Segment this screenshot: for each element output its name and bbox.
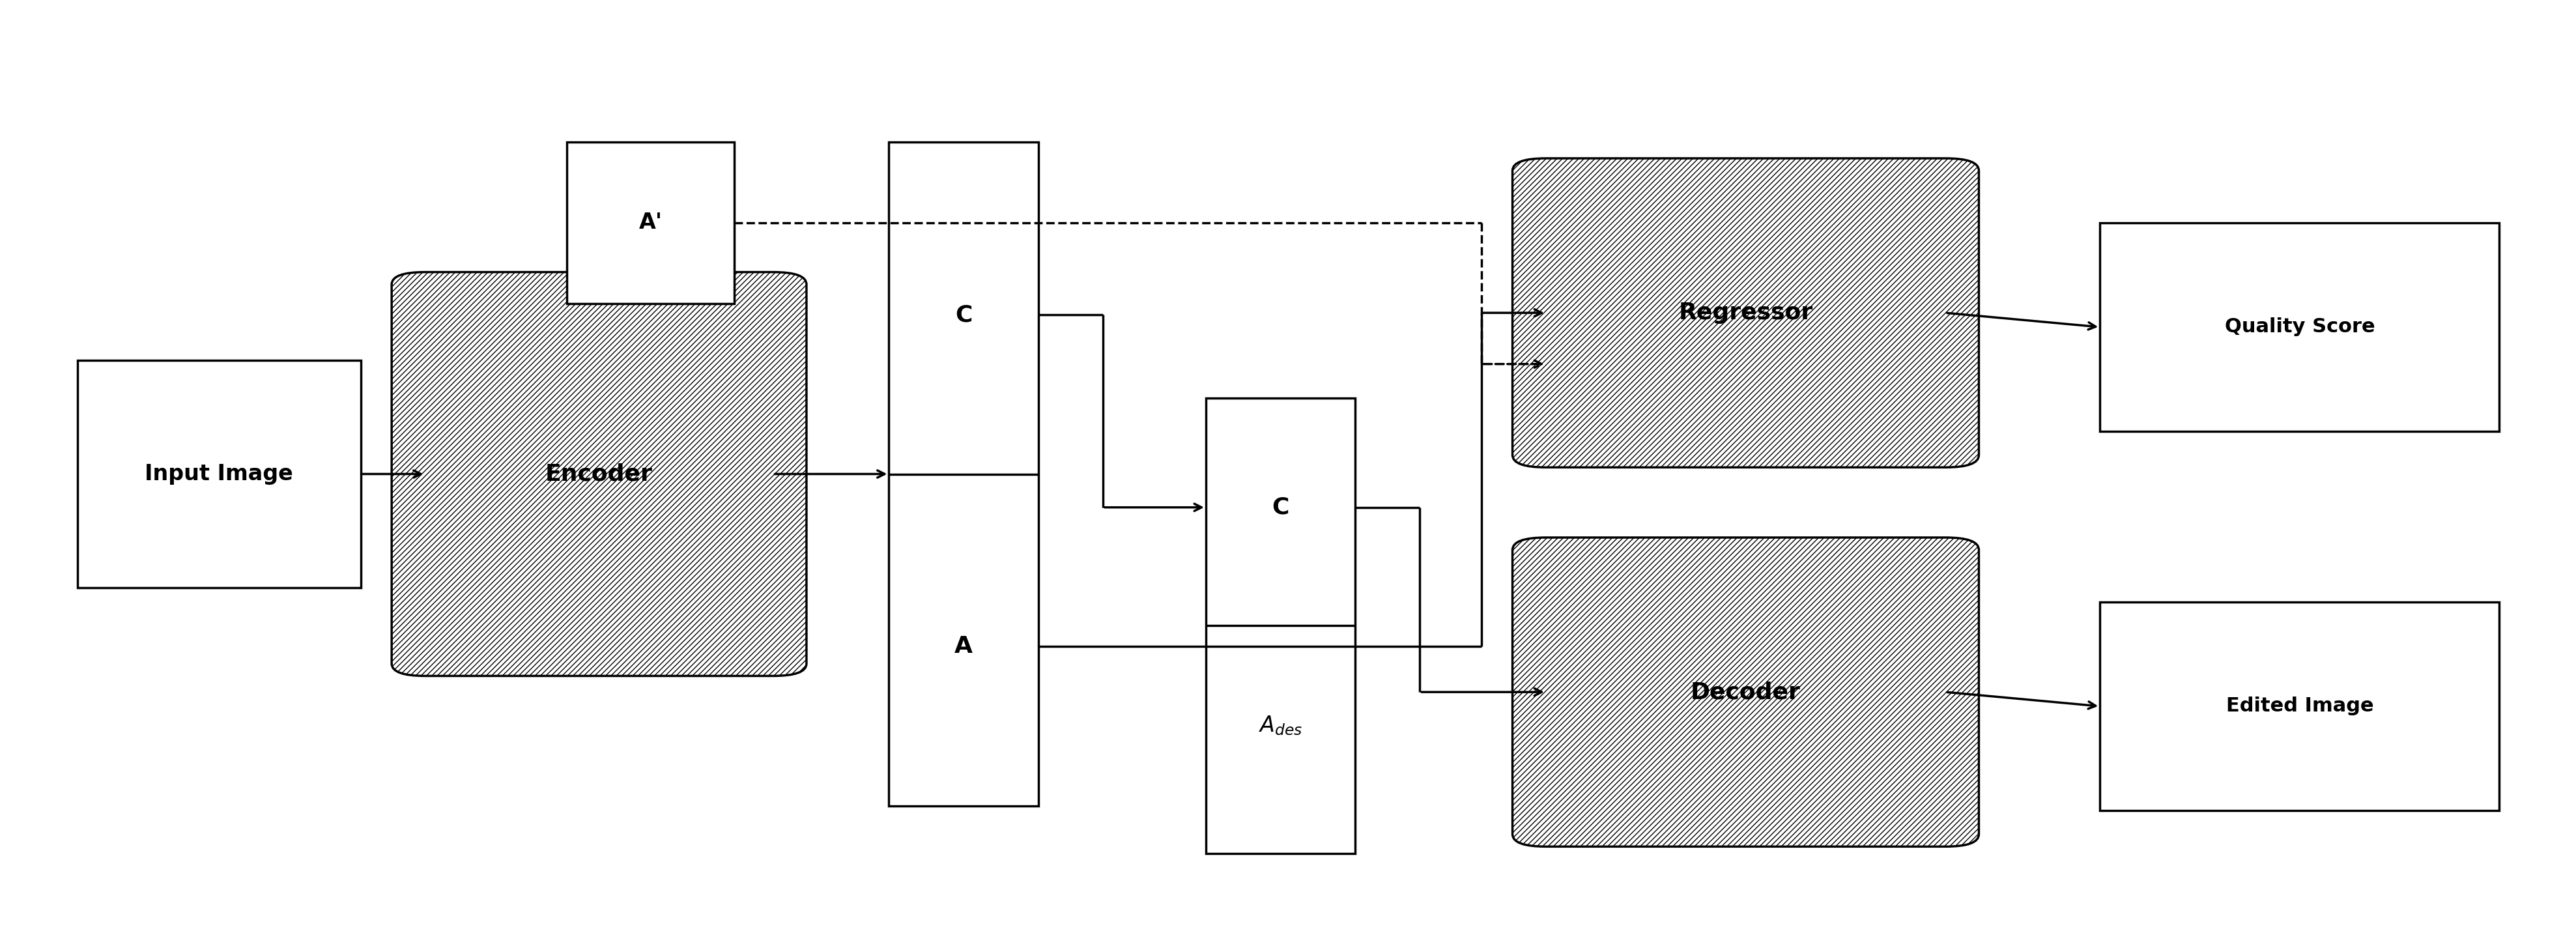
Text: Edited Image: Edited Image [2226,697,2372,716]
Text: C: C [1273,497,1288,519]
Text: $A_{des}$: $A_{des}$ [1257,715,1303,738]
FancyBboxPatch shape [392,272,806,676]
Text: Regressor: Regressor [1677,301,1814,324]
Bar [77,360,361,588]
Text: A: A [953,635,974,658]
Bar [889,142,1038,806]
Bar [2099,223,2499,431]
Text: Decoder: Decoder [1690,681,1801,703]
Text: Encoder: Encoder [546,463,652,485]
Bar [567,142,734,303]
Bar [2099,602,2499,811]
Text: A': A' [639,212,662,233]
FancyBboxPatch shape [1512,158,1978,467]
Text: Quality Score: Quality Score [2223,318,2375,337]
Bar [1206,398,1355,853]
Text: Input Image: Input Image [144,464,294,484]
FancyBboxPatch shape [1512,538,1978,847]
Text: C: C [956,303,971,326]
